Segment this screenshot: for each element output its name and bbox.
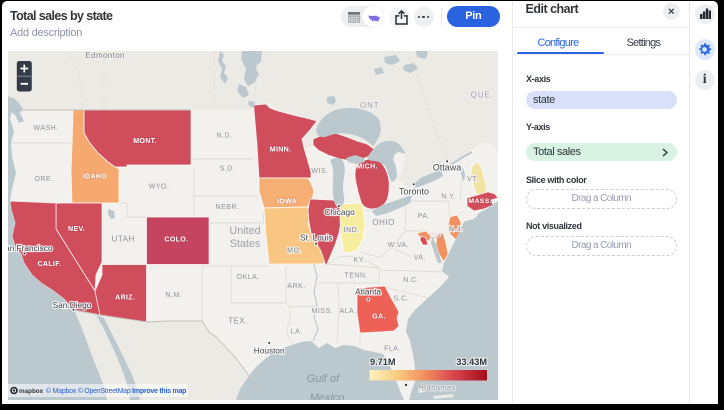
svg-text:Mexico: Mexico xyxy=(310,392,345,400)
svg-text:San Diego: San Diego xyxy=(53,300,92,310)
svg-text:Bahamas: Bahamas xyxy=(421,384,455,393)
svg-text:PA.: PA. xyxy=(418,213,430,220)
svg-text:N.J.: N.J. xyxy=(449,226,463,233)
svg-text:States: States xyxy=(230,238,261,250)
svg-text:WYO.: WYO. xyxy=(149,184,170,191)
svg-text:COLO.: COLO. xyxy=(164,236,188,244)
svg-text:TEX.: TEX. xyxy=(228,316,248,325)
svg-text:mapbox: mapbox xyxy=(19,388,44,395)
svg-text:Houston: Houston xyxy=(254,346,285,356)
svg-text:KY.: KY. xyxy=(354,257,366,264)
svg-text:ONT.: ONT. xyxy=(360,101,382,110)
svg-text:LA.: LA. xyxy=(291,329,303,336)
svg-text:QUE.: QUE. xyxy=(471,91,494,100)
svg-text:9.71M: 9.71M xyxy=(370,357,396,367)
svg-text:MONT.: MONT. xyxy=(133,137,157,145)
svg-text:ALA.: ALA. xyxy=(340,308,357,315)
svg-text:Toronto: Toronto xyxy=(399,187,429,197)
svg-text:N.C.: N.C. xyxy=(403,277,419,284)
svg-text:N.Y.: N.Y. xyxy=(441,193,456,200)
svg-text:MINN.: MINN. xyxy=(270,145,292,153)
svg-text:MO.: MO. xyxy=(287,248,302,255)
svg-text:WIS.: WIS. xyxy=(311,168,328,175)
svg-text:OKLA.: OKLA. xyxy=(237,274,260,281)
svg-text:W.VA.: W.VA. xyxy=(388,242,409,249)
svg-text:S.D.: S.D. xyxy=(220,166,236,173)
svg-text:Ottawa: Ottawa xyxy=(433,163,462,173)
svg-text:Chicago: Chicago xyxy=(324,207,355,217)
svg-text:N.D.: N.D. xyxy=(217,133,233,140)
svg-text:ORE.: ORE. xyxy=(34,176,53,183)
svg-text:VT.: VT. xyxy=(467,176,479,183)
svg-text:Atlanta: Atlanta xyxy=(355,287,381,297)
svg-text:GA.: GA. xyxy=(372,313,386,321)
svg-text:VA.: VA. xyxy=(414,255,426,262)
svg-text:NEBR.: NEBR. xyxy=(216,204,240,211)
svg-text:UTAH: UTAH xyxy=(112,235,135,244)
svg-text:IDAHO: IDAHO xyxy=(83,172,108,180)
svg-text:Edmonton: Edmonton xyxy=(85,51,125,60)
svg-text:San Francisco: San Francisco xyxy=(8,243,53,253)
svg-text:N.M.: N.M. xyxy=(165,292,182,299)
svg-text:ARK.: ARK. xyxy=(287,283,305,290)
svg-text:IOWA: IOWA xyxy=(277,198,297,206)
svg-text:M.D.: M.D. xyxy=(430,234,443,240)
svg-text:CALIF.: CALIF. xyxy=(37,260,61,268)
svg-text:MASS.: MASS. xyxy=(468,198,492,205)
svg-text:S.C.: S.C. xyxy=(393,296,409,303)
svg-text:OHIO: OHIO xyxy=(372,218,394,227)
svg-text:MISS.: MISS. xyxy=(312,308,334,315)
svg-text:MICH.: MICH. xyxy=(356,163,378,171)
svg-text:© Mapbox © OpenStreetMap Impro: © Mapbox © OpenStreetMap Improve this ma… xyxy=(46,387,186,395)
svg-text:St. Louis: St. Louis xyxy=(300,232,332,242)
svg-text:IND.: IND. xyxy=(344,227,360,234)
svg-text:NEV.: NEV. xyxy=(68,225,85,233)
svg-text:33.43M: 33.43M xyxy=(456,357,487,367)
svg-text:TENN.: TENN. xyxy=(345,272,369,279)
svg-text:WASH.: WASH. xyxy=(33,125,58,132)
svg-text:FLA.: FLA. xyxy=(384,346,401,353)
svg-text:United: United xyxy=(229,225,260,237)
svg-text:ARIZ.: ARIZ. xyxy=(115,293,135,301)
svg-text:Gulf of: Gulf of xyxy=(307,373,340,385)
